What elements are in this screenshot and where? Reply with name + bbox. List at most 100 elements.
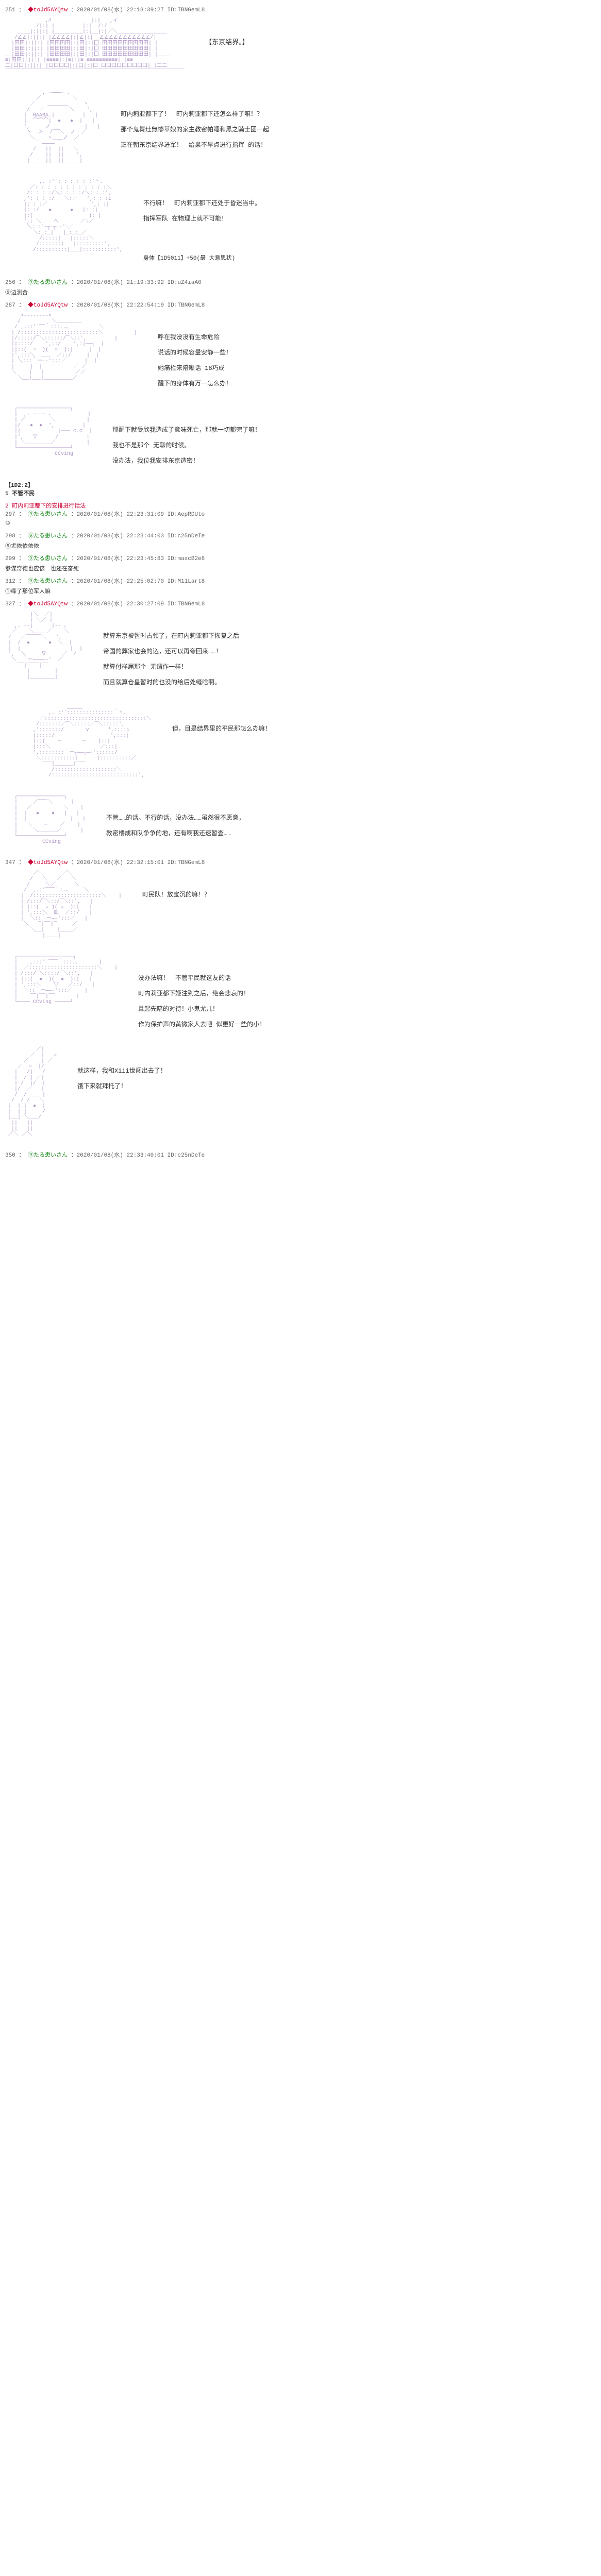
post-name[interactable]: ⑨たる患いさん: [28, 280, 68, 286]
post-meta: ：2020/01/08(水) 22:18:39:27 ID:TBNGemL8: [71, 7, 205, 13]
post-meta: ：2020/01/08(水) 22:32:15:01 ID:TBNGemL8: [71, 860, 205, 866]
dialogue-line: 她痛栏来陪晰话 18巧成: [158, 362, 601, 375]
ascii-art-character: |＼ ／| | ＼／ | ,. -‐| |‐- 、 ／ ＼____／ ＼ / ／…: [5, 609, 82, 683]
ascii-art-character: ┌─────────────────┐ | ,. -――- 、 | | ／ ＼ …: [5, 403, 92, 460]
dialogue-column: 不管……的话。不行的话，没办法……虽然很不愿意， 教密楼成和队争争的地，还有啊我…: [106, 791, 601, 843]
dialogue-line: 作为保护声的黄微家人去吧 似更好一些的小！: [138, 1019, 601, 1031]
post: 251 ： ◆toJd5AYQtw ：2020/01/08(水) 22:18:3…: [5, 5, 601, 77]
post-number: 251: [5, 7, 15, 13]
dialogue-column: 呼在我没没有生命危险 说话的时候容量安静一些！ 她痛栏来陪晰话 18巧成 醒下的…: [158, 311, 601, 393]
dialogue-column: 但，目是结界里的平民那怎么办嘛！: [172, 702, 601, 738]
post-number: 298: [5, 533, 15, 539]
ascii-art-character: ┌──────────────────┐ | ,.::'´‾‾‾｀:::.、 |…: [5, 952, 118, 1008]
dialogue-line: 饿下来就拜托了！: [77, 1080, 601, 1093]
dialogue-column: 町民队！放宝沉的嘛！？: [142, 868, 601, 904]
post-header: 298 ： ⑨たる患いさん ：2020/01/08(水) 22:23:44:03…: [5, 531, 601, 539]
post-number: 287: [5, 302, 15, 309]
dialogue-line: 没办法嘛！ 不管平民就这友的话: [138, 972, 601, 985]
ascii-art-character: >--------< / ＼________ / ,.::'´‾‾｀:::..、…: [5, 311, 137, 384]
content-row: ┌───────────────┐ | ／‾‾‾＼ | | ／ ＼ | | | …: [5, 791, 601, 848]
ascii-art-character: _____ ,. :'´:::::::::::::::｀丶、 ／::::::::…: [5, 702, 152, 781]
post-name[interactable]: ⑨たる患いさん: [28, 1153, 68, 1159]
content-row: ／| ／ | ○ ／ | ／ ／ ○ |/ | /| / | / | ／| | …: [5, 1044, 601, 1140]
post-header: 327 ： ◆toJd5AYQtw ：2020/01/08(水) 22:30:2…: [5, 599, 601, 607]
post-header: 287 ： ◆toJd5AYQtw ：2020/01/08(水) 22:22:5…: [5, 300, 601, 309]
post: 298 ： ⑨たる患いさん ：2020/01/08(水) 22:23:44:03…: [5, 531, 601, 550]
post-meta: ：2020/01/08(水) 22:30:27:09 ID:TBNGemL8: [71, 601, 205, 607]
post-name[interactable]: ◆toJd5AYQtw: [28, 601, 68, 607]
post-header: 256 ： ⑨たる患いさん ：2020/01/08(水) 21:19:33:92…: [5, 278, 601, 286]
dialogue-line: 但，目是结界里的平民那怎么办嘛！: [172, 723, 601, 735]
post-number: 256: [5, 280, 15, 286]
post-meta: ：2020/01/08(水) 22:25:02:70 ID:M11Lart8: [71, 579, 205, 585]
content-row: , -―――- 、 ／ ＼ ／ ＿＿＿＿ ヽ / ／ ＼ ', | HAABA.…: [5, 88, 601, 166]
dialogue-line: 町内莉亚都下了！ 町内莉亚都下还怎么样了嘛！？: [121, 108, 601, 121]
dialogue-line: 町民队！放宝沉的嘛！？: [142, 889, 601, 901]
post-name[interactable]: ◆toJd5AYQtw: [28, 7, 68, 13]
dice-line: 身体【1D5011】+50(最 大意思状): [143, 253, 601, 264]
post-number: 347: [5, 860, 15, 866]
dialogue-line: 那醒下就受欣我造成了意味死亡，那就一切都完了嘛！: [112, 424, 601, 436]
dialogue-column: 不行嘛！ 町内莉亚都下还处于昏迷当中。 指挥军队 在物理上就不可能！ 身体【1D…: [143, 177, 601, 267]
post: 299 ： ⑨たる患いさん ：2020/01/08(水) 22:23:45:83…: [5, 554, 601, 572]
dialogue-line: 就算东京被暂时占领了，在町内莉亚都下恢复之后: [103, 630, 601, 642]
content-row: ,ﾊ |:| ,ィ /|:| | |:| /:/ ____|:||:| |___…: [5, 15, 601, 77]
dialogue-line: 我也不是那个 无聊的时候。: [112, 439, 601, 452]
post-name[interactable]: ⑨たる患いさん: [28, 579, 68, 585]
dialogue-line: 说话的时候容量安静一些！: [158, 347, 601, 359]
dialogue-line: 正在朝东京结界进军！ 给果不早点进行指挥 的话！: [121, 139, 601, 151]
scene-caption: 【东京结界。】: [205, 36, 601, 49]
dice-option: 2 町内莉亚都下的安排进行话法: [5, 503, 86, 510]
comment-text: ⑨尤依依依依: [5, 541, 601, 550]
ascii-art-character: , -―――- 、 ／ ＼ ／ ＿＿＿＿ ヽ / ／ ＼ ', | HAABA.…: [5, 88, 100, 166]
post: 312 ： ⑨たる患いさん ：2020/01/08(水) 22:25:02:70…: [5, 577, 601, 595]
dialogue-line: 指挥军队 在物理上就不可能！: [143, 213, 601, 225]
post: , -―――- 、 ／ ＼ ／ ＿＿＿＿ ヽ / ／ ＼ ', | HAABA.…: [5, 88, 601, 166]
comment-text: 参谋奇德也应该 也还在奋死: [5, 564, 601, 572]
dialogue-column: 就算东京被暂时占领了，在町内莉亚都下恢复之后 帝国的葬家也会的込，还可以再夸回来…: [103, 609, 601, 692]
content-row: |＼ ／| | ＼／ | ,. -‐| |‐- 、 ／ ＼____／ ＼ / ／…: [5, 609, 601, 692]
post-meta: ：2020/01/08(水) 21:19:33:92 ID:uZ4iaA0: [71, 280, 202, 286]
dialogue-column: 那醒下就受欣我造成了意味死亡，那就一切都完了嘛！ 我也不是那个 无聊的时候。 没…: [112, 403, 601, 470]
content-row: ,. :'´: : : : : :`丶、 ／: : : : : : : : : …: [5, 177, 601, 267]
post: 287 ： ◆toJd5AYQtw ：2020/01/08(水) 22:22:5…: [5, 300, 601, 393]
post-name[interactable]: ◆toJd5AYQtw: [28, 302, 68, 309]
dialogue-line: 呼在我没没有生命危险: [158, 331, 601, 344]
post: 327 ： ◆toJd5AYQtw ：2020/01/08(水) 22:30:2…: [5, 599, 601, 692]
post: ,. :'´: : : : : :`丶、 ／: : : : : : : : : …: [5, 177, 601, 267]
post-number: 312: [5, 579, 15, 585]
dialogue-line: 不行嘛！ 町内莉亚都下还处于昏迷当中。: [143, 197, 601, 210]
post-header: 312 ： ⑨たる患いさん ：2020/01/08(水) 22:25:02:70…: [5, 577, 601, 585]
dialogue-line: 町内莉亚都下姬注到之后，绝会悲哀的！: [138, 988, 601, 1000]
dialogue-line: 帝国的葬家也会的込，还可以再夸回来……！: [103, 646, 601, 658]
caption-column: 【东京结界。】: [205, 15, 601, 49]
ascii-art-cityscape: ,ﾊ |:| ,ィ /|:| | |:| /:/ ____|:||:| |___…: [5, 15, 185, 77]
dialogue-line: 醒下的身体有万一怎么办！: [158, 378, 601, 390]
post: ┌───────────────┐ | ／‾‾‾＼ | | ／ ＼ | | | …: [5, 791, 601, 848]
post-name[interactable]: ⑨たる患いさん: [28, 512, 68, 518]
post-name[interactable]: ◆toJd5AYQtw: [28, 860, 68, 866]
comment-text: ⑨边测合: [5, 288, 601, 296]
post-number: 299: [5, 556, 15, 562]
post-header: 297 ： ⑨たる患いさん ：2020/01/08(水) 22:23:31:09…: [5, 510, 601, 518]
post: 347 ： ◆toJd5AYQtw ：2020/01/08(水) 22:32:1…: [5, 858, 601, 941]
ascii-art-character: ,. :'´: : : : : :`丶、 ／: : : : : : : : : …: [5, 177, 123, 256]
dice-result: 【1D2:2】 1 不管不民: [5, 481, 601, 497]
dialogue-line: 不管……的话。不行的话，没办法……虽然很不愿意，: [106, 812, 601, 824]
post-meta: ：2020/01/08(水) 22:23:31:09 ID:AepRDUto: [71, 512, 205, 518]
post-name[interactable]: ⑨たる患いさん: [28, 533, 68, 539]
post: ┌─────────────────┐ | ,. -――- 、 | | ／ ＼ …: [5, 403, 601, 497]
dialogue-column: 就这样，我和Xiii世闯出去了！ 饿下来就拜托了！: [77, 1044, 601, 1096]
post-header: 347 ： ◆toJd5AYQtw ：2020/01/08(水) 22:32:1…: [5, 858, 601, 866]
ascii-art-character: ┌───────────────┐ | ／‾‾‾＼ | | ／ ＼ | | | …: [5, 791, 86, 848]
post-name[interactable]: ⑨たる患いさん: [28, 556, 68, 562]
post-meta: ：2020/01/08(水) 22:23:44:03 ID:c25nDeTe: [71, 533, 205, 539]
ascii-art-character: ／＼ ／＼ / ＼ ／ ＼ / ＼／ ＼ / ,.:'‾‾‾｀:.、 ＼ | /…: [5, 868, 122, 941]
content-row: ／＼ ／＼ / ＼ ／ ＼ / ＼／ ＼ / ,.:'‾‾‾｀:.、 ＼ | /…: [5, 868, 601, 941]
post: 2 町内莉亚都下的安排进行话法 297 ： ⑨たる患いさん ：2020/01/0…: [5, 501, 601, 527]
comment-text: ①缘了那位军人嘛: [5, 587, 601, 595]
post-meta: ：2020/01/08(水) 22:22:54:19 ID:TBNGemL8: [71, 302, 205, 309]
post: _____ ,. :'´:::::::::::::::｀丶、 ／::::::::…: [5, 702, 601, 781]
comment-text: ⑩: [5, 520, 601, 527]
post-meta: ：2020/01/08(水) 22:23:45:83 ID:maxcB2e8: [71, 556, 205, 562]
